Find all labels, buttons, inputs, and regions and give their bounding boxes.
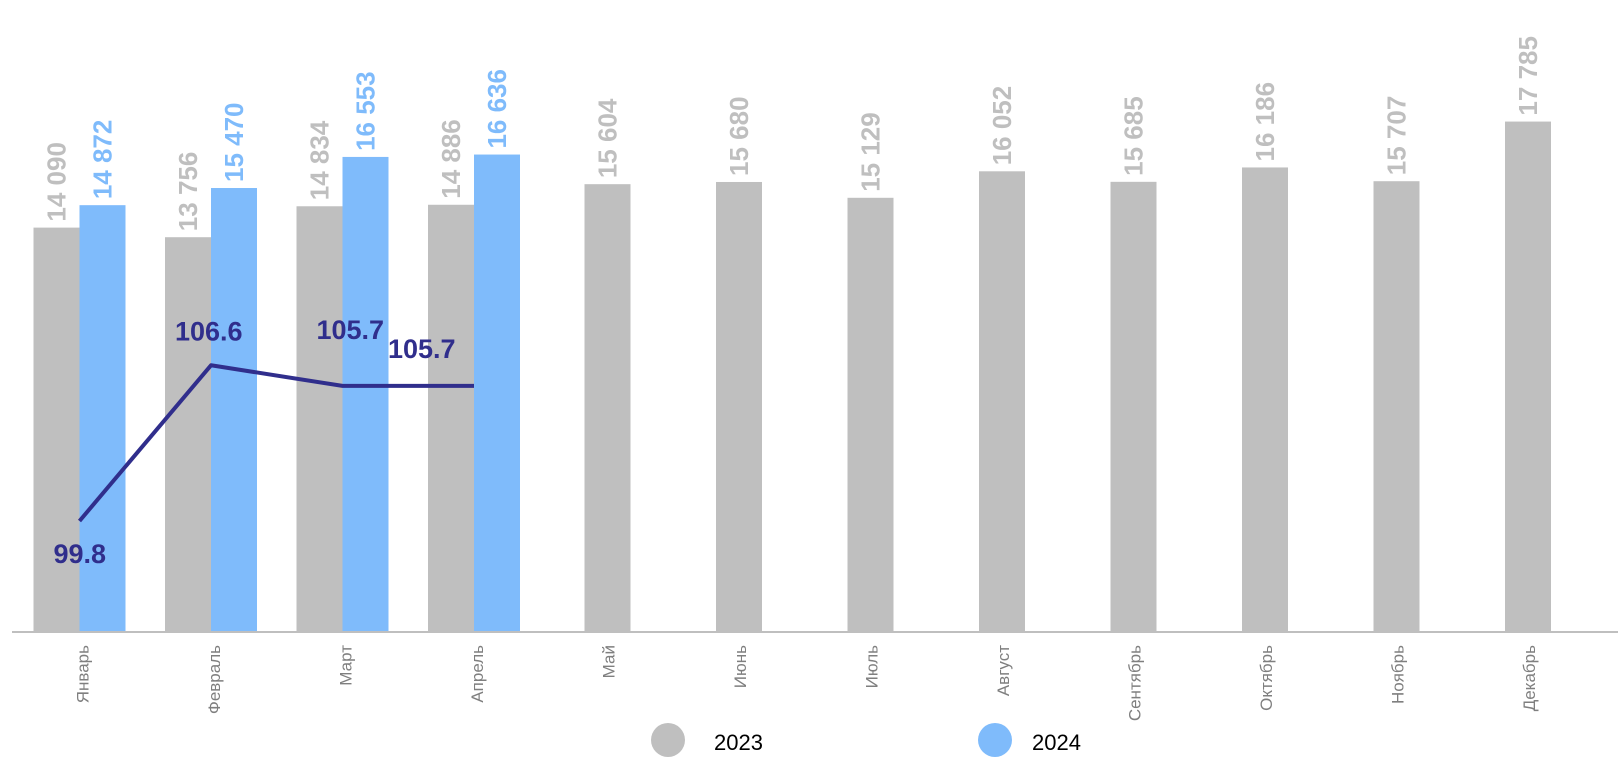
bars-2024-series (79, 154, 520, 633)
line-value-label: 105.7 (388, 334, 456, 364)
bar-2023-value-label: 15 707 (1382, 96, 1412, 176)
category-labels: Январь Февраль Март Апрель Май Июнь Июль Август… (74, 645, 1540, 721)
bar-2023-value-label: 15 129 (856, 112, 886, 192)
bar-2023-bar (1505, 121, 1551, 633)
bar-2023-bar (716, 181, 762, 632)
line-value-label: 99.8 (54, 539, 107, 569)
bar-2024-value-label: 14 872 (88, 120, 118, 200)
bar-value-labels: 14 090 14 872 13 756 15 470 14 834 16 553 14 8… (42, 36, 1544, 231)
bar-2023-bar (296, 206, 343, 632)
bar-2024-value-label: 16 636 (482, 69, 512, 149)
bar-2023-bar (1110, 181, 1157, 632)
bar-2023-value-label: 15 685 (1119, 96, 1149, 176)
category-label: Май (600, 645, 619, 678)
category-label: Декабрь (1520, 645, 1539, 711)
bar-2023-bar (165, 237, 211, 632)
bar-2023-bar (1373, 181, 1420, 632)
category-label: Февраль (205, 645, 224, 714)
bar-2023-bar (584, 184, 631, 632)
bar-2023-value-label: 14 834 (305, 120, 335, 200)
category-label: Октябрь (1257, 645, 1276, 711)
bar-2023-bar (847, 197, 894, 632)
category-label: Март (337, 645, 356, 686)
bar-2023-value-label: 16 186 (1250, 82, 1280, 162)
category-label: Июль (863, 645, 882, 689)
bar-2023-bar (428, 204, 474, 633)
line-value-label: 106.6 (175, 316, 243, 346)
bar-2023-bar (979, 171, 1025, 632)
category-label: Январь (74, 645, 93, 703)
bar-2023-value-label: 16 052 (987, 86, 1017, 166)
bar-2023-value-label: 14 886 (436, 119, 466, 199)
bar-2024-bar (474, 154, 520, 632)
bar-2023-bar (1242, 167, 1288, 633)
line-value-label: 105.7 (317, 315, 385, 345)
bar-2023-value-label: 15 680 (724, 96, 754, 176)
legend-label-2024: 2024 (1032, 730, 1081, 755)
bar-2023-bar (33, 227, 80, 632)
bar-2024-value-label: 16 553 (351, 71, 381, 151)
legend-marker-2024 (978, 723, 1012, 757)
bar-2024-bar (211, 188, 257, 633)
bar-2023-value-label: 14 090 (42, 142, 72, 222)
bar-2023-value-label: 15 604 (593, 98, 623, 178)
legend-marker-2023 (651, 723, 685, 757)
bar-2024-bar (342, 156, 389, 632)
category-label: Апрель (468, 645, 487, 703)
legend: 2023 2024 (651, 723, 1081, 757)
bars-2023-series (33, 121, 1551, 633)
category-label: Август (994, 645, 1013, 696)
index-line (77, 363, 474, 523)
category-label: Ноябрь (1389, 645, 1408, 704)
bar-2024-value-label: 15 470 (219, 102, 249, 182)
category-label: Июнь (731, 645, 750, 688)
bar-2023-value-label: 17 785 (1513, 36, 1543, 116)
bar-2023-value-label: 13 756 (173, 152, 203, 232)
category-label: Сентябрь (1126, 645, 1145, 721)
legend-label-2023: 2023 (714, 730, 763, 755)
bar-2024-bar (79, 205, 126, 633)
